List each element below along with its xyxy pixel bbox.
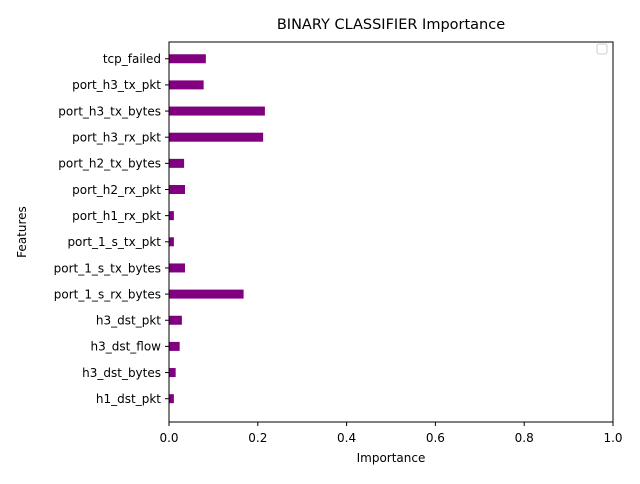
- y-tick-label: h3_dst_flow: [90, 340, 161, 354]
- x-tick-label: 1.0: [603, 431, 622, 445]
- axes-layer: h1_dst_pkt h3_dst_bytes h3_dst_flow h3_dst_…: [54, 41, 623, 445]
- bar-h3_dst_flow: [169, 341, 180, 351]
- y-tick-label: h3_dst_pkt: [96, 314, 161, 328]
- x-tick-label: 0.6: [426, 431, 445, 445]
- bar-port_1_s_tx_pkt: [169, 237, 174, 247]
- y-tick-label: h3_dst_bytes: [82, 366, 161, 380]
- y-tick-label: port_1_s_tx_bytes: [54, 261, 161, 275]
- bar-port_h3_rx_pkt: [169, 132, 264, 142]
- y-tick-label: port_h3_tx_pkt: [72, 78, 161, 92]
- y-tick-label: port_h1_rx_pkt: [72, 209, 161, 223]
- legend-frame: [596, 43, 608, 55]
- y-tick-label: port_h3_rx_pkt: [72, 131, 161, 145]
- y-tick-label: port_h3_tx_bytes: [58, 104, 161, 118]
- bar-h3_dst_pkt: [169, 315, 182, 325]
- bar-h1_dst_pkt: [169, 394, 174, 404]
- plot-frame: [168, 41, 614, 423]
- bar-port_h1_rx_pkt: [169, 211, 174, 221]
- legend: [596, 43, 608, 55]
- bar-port_h2_tx_bytes: [169, 158, 185, 168]
- y-tick-label: h1_dst_pkt: [96, 392, 161, 406]
- chart-title: BINARY CLASSIFIER Importance: [277, 17, 505, 33]
- bar-port_h3_tx_bytes: [169, 106, 265, 116]
- y-tick-label: port_h2_tx_bytes: [58, 157, 161, 171]
- y-tick-label: port_1_s_tx_pkt: [67, 235, 161, 249]
- bar-h3_dst_bytes: [169, 368, 176, 378]
- x-tick-label: 0.8: [515, 431, 534, 445]
- x-tick-label: 0.2: [248, 431, 267, 445]
- x-axis-label: Importance: [357, 451, 426, 465]
- bars-layer: [169, 54, 265, 404]
- y-tick-label: tcp_failed: [103, 52, 161, 66]
- y-axis-label: Features: [15, 206, 29, 258]
- x-tick-label: 0.0: [159, 431, 178, 445]
- bar-port_1_s_rx_bytes: [169, 289, 244, 299]
- bar-tcp_failed: [169, 54, 206, 64]
- x-tick-label: 0.4: [337, 431, 356, 445]
- bar-port_h3_tx_pkt: [169, 80, 204, 90]
- y-tick-label: port_1_s_rx_bytes: [54, 287, 161, 301]
- bar-port_1_s_tx_bytes: [169, 263, 185, 273]
- bar-port_h2_rx_pkt: [169, 185, 185, 194]
- y-tick-label: port_h2_rx_pkt: [72, 183, 161, 197]
